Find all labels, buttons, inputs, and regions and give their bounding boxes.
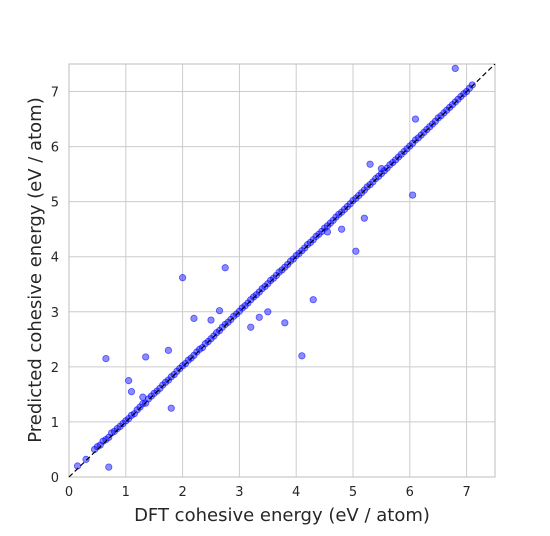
y-tick-label: 6 bbox=[51, 141, 59, 156]
x-tick-label: 2 bbox=[178, 485, 186, 500]
x-tick-label: 7 bbox=[462, 485, 470, 500]
y-tick-label: 2 bbox=[51, 361, 59, 376]
data-point bbox=[298, 352, 306, 360]
data-point bbox=[221, 264, 229, 272]
x-tick-label: 0 bbox=[65, 485, 73, 500]
data-point bbox=[409, 191, 417, 199]
data-point bbox=[360, 214, 368, 222]
x-tick-label: 4 bbox=[292, 485, 300, 500]
data-point bbox=[352, 247, 360, 255]
x-tick-label: 1 bbox=[122, 485, 130, 500]
grid bbox=[68, 64, 495, 478]
data-point bbox=[411, 115, 420, 123]
data-point bbox=[125, 377, 133, 385]
y-tick-label: 7 bbox=[51, 86, 59, 101]
data-point bbox=[281, 319, 289, 327]
data-point bbox=[105, 463, 113, 471]
y-tick-label: 4 bbox=[51, 251, 59, 266]
data-point bbox=[164, 346, 172, 354]
data-point bbox=[247, 323, 255, 331]
data-point bbox=[323, 228, 332, 236]
x-tick-label: 5 bbox=[349, 485, 357, 500]
data-point bbox=[167, 404, 175, 412]
data-points bbox=[73, 64, 476, 471]
data-point bbox=[338, 225, 346, 233]
data-point bbox=[127, 388, 136, 396]
data-point bbox=[255, 313, 263, 321]
data-point bbox=[215, 307, 224, 315]
y-axis-tick-labels: 0 1 2 3 4 5 6 7 bbox=[51, 86, 59, 486]
data-point bbox=[377, 165, 385, 173]
y-tick-label: 0 bbox=[51, 471, 59, 486]
data-point bbox=[142, 353, 150, 361]
y-axis-title: Predicted cohesive energy (eV / atom) bbox=[25, 97, 46, 442]
y-tick-label: 3 bbox=[51, 306, 59, 321]
data-point bbox=[82, 455, 90, 463]
data-point bbox=[451, 64, 459, 73]
y-tick-label: 1 bbox=[51, 416, 59, 431]
x-tick-label: 6 bbox=[406, 485, 414, 500]
data-point bbox=[264, 308, 272, 316]
y-tick-label: 5 bbox=[51, 196, 59, 211]
data-point bbox=[468, 81, 476, 89]
x-axis-tick-labels: 0 1 2 3 4 5 6 7 bbox=[65, 485, 471, 500]
reference-line-layer bbox=[68, 63, 496, 478]
data-point bbox=[309, 296, 317, 304]
parity-reference-line bbox=[68, 63, 496, 478]
x-axis-title: DFT cohesive energy (eV / atom) bbox=[134, 505, 430, 526]
data-point bbox=[207, 316, 215, 324]
data-point bbox=[102, 355, 110, 363]
plot-area-frame bbox=[68, 63, 496, 478]
data-point bbox=[366, 160, 374, 168]
data-point bbox=[139, 393, 147, 401]
data-point bbox=[190, 314, 198, 323]
data-point bbox=[179, 274, 187, 282]
x-tick-label: 3 bbox=[235, 485, 243, 500]
